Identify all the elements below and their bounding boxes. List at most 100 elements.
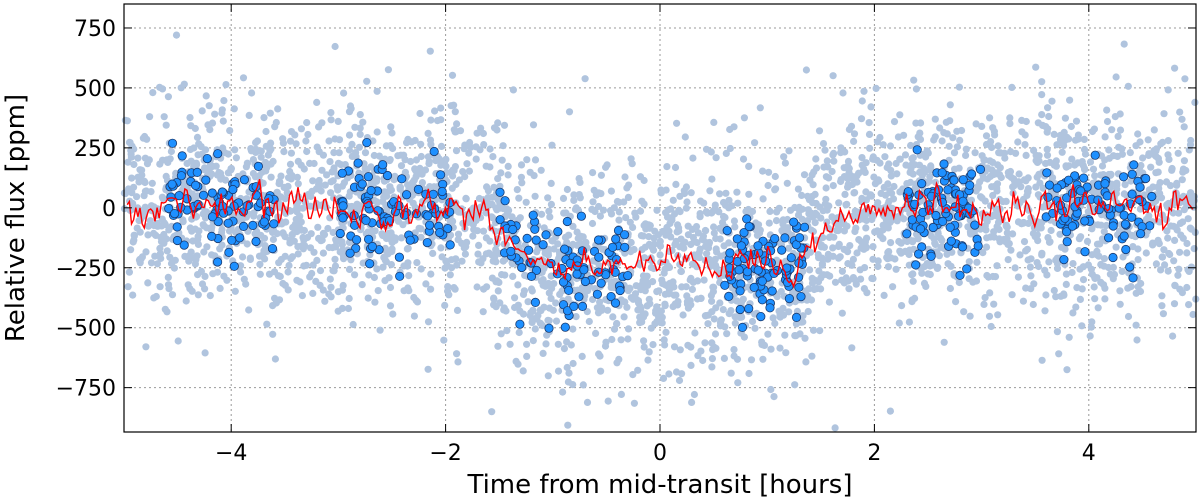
unbinned-point xyxy=(641,243,649,251)
unbinned-point xyxy=(739,155,748,163)
unbinned-point xyxy=(782,349,790,357)
unbinned-point xyxy=(630,245,638,254)
unbinned-point xyxy=(540,303,548,311)
unbinned-point xyxy=(636,207,645,215)
unbinned-point xyxy=(1170,257,1178,265)
unbinned-point xyxy=(141,154,149,162)
binned-point xyxy=(167,138,178,148)
unbinned-point xyxy=(509,86,517,94)
unbinned-point xyxy=(640,343,648,351)
binned-point xyxy=(749,282,759,292)
unbinned-point xyxy=(704,320,712,328)
unbinned-point xyxy=(292,215,300,223)
unbinned-point xyxy=(909,170,917,178)
unbinned-point xyxy=(259,179,267,187)
unbinned-point xyxy=(748,317,757,326)
unbinned-point xyxy=(162,172,170,180)
unbinned-point xyxy=(627,238,635,247)
unbinned-point xyxy=(280,183,288,191)
unbinned-point xyxy=(972,120,980,128)
unbinned-point xyxy=(1166,250,1174,259)
unbinned-point xyxy=(567,341,575,349)
unbinned-point xyxy=(182,297,190,305)
unbinned-point xyxy=(775,307,783,315)
unbinned-point xyxy=(1164,86,1172,94)
unbinned-point xyxy=(315,180,323,188)
unbinned-point xyxy=(301,241,309,250)
unbinned-point xyxy=(931,240,940,249)
unbinned-point xyxy=(582,238,590,246)
unbinned-point xyxy=(203,243,211,251)
binned-point xyxy=(363,234,374,244)
binned-point xyxy=(445,240,455,250)
unbinned-point xyxy=(1001,154,1009,162)
unbinned-point xyxy=(769,314,777,322)
unbinned-point xyxy=(1152,152,1160,161)
unbinned-point xyxy=(1071,136,1080,144)
unbinned-point xyxy=(327,116,335,124)
unbinned-point xyxy=(821,146,829,154)
unbinned-point xyxy=(632,213,640,221)
binned-point xyxy=(970,220,980,230)
unbinned-point xyxy=(497,204,505,212)
unbinned-point xyxy=(451,285,459,293)
unbinned-point xyxy=(388,129,396,137)
unbinned-point xyxy=(358,281,366,289)
unbinned-point xyxy=(860,165,868,173)
unbinned-point xyxy=(407,157,415,166)
unbinned-point xyxy=(862,188,870,196)
unbinned-point xyxy=(694,277,702,285)
unbinned-point xyxy=(848,344,856,352)
unbinned-point xyxy=(723,330,731,338)
binned-point xyxy=(1076,186,1086,196)
unbinned-point xyxy=(1061,245,1069,253)
unbinned-point xyxy=(463,160,471,168)
unbinned-point xyxy=(1113,181,1121,189)
unbinned-point xyxy=(405,272,413,280)
binned-point xyxy=(912,145,922,155)
unbinned-point xyxy=(912,119,920,127)
binned-point xyxy=(435,170,446,180)
unbinned-point xyxy=(345,265,354,273)
unbinned-point xyxy=(710,229,718,237)
unbinned-point xyxy=(130,160,138,169)
unbinned-point xyxy=(879,226,887,234)
binned-point xyxy=(1079,173,1089,183)
unbinned-point xyxy=(845,168,853,177)
unbinned-point xyxy=(536,319,545,327)
binned-point xyxy=(1145,221,1155,231)
unbinned-point xyxy=(1105,146,1113,154)
unbinned-point xyxy=(910,161,918,169)
unbinned-point xyxy=(1020,238,1029,246)
unbinned-point xyxy=(1055,350,1063,358)
unbinned-point xyxy=(609,313,617,321)
binned-point xyxy=(544,323,554,333)
binned-point xyxy=(576,211,587,221)
unbinned-point xyxy=(494,119,502,127)
unbinned-point xyxy=(819,140,828,148)
unbinned-point xyxy=(490,183,498,191)
binned-point xyxy=(780,233,790,243)
unbinned-point xyxy=(576,233,584,241)
unbinned-point xyxy=(679,311,687,319)
unbinned-point xyxy=(1027,272,1035,280)
unbinned-point xyxy=(1041,307,1049,315)
binned-point xyxy=(345,248,355,258)
unbinned-point xyxy=(262,127,270,136)
binned-point xyxy=(902,229,912,239)
unbinned-point xyxy=(339,252,348,260)
unbinned-point xyxy=(355,143,363,151)
unbinned-point xyxy=(734,379,742,387)
unbinned-point xyxy=(1014,218,1023,226)
unbinned-point xyxy=(671,163,680,172)
unbinned-point xyxy=(1101,284,1109,292)
unbinned-point xyxy=(560,345,569,353)
unbinned-point xyxy=(554,367,563,375)
unbinned-point xyxy=(563,185,572,194)
unbinned-point xyxy=(205,102,213,110)
binned-point xyxy=(735,286,745,296)
unbinned-point xyxy=(953,143,961,151)
unbinned-point xyxy=(1018,128,1026,136)
unbinned-point xyxy=(765,219,773,227)
unbinned-point xyxy=(694,352,702,360)
